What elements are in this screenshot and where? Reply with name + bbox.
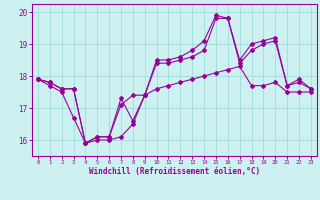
X-axis label: Windchill (Refroidissement éolien,°C): Windchill (Refroidissement éolien,°C) [89,167,260,176]
